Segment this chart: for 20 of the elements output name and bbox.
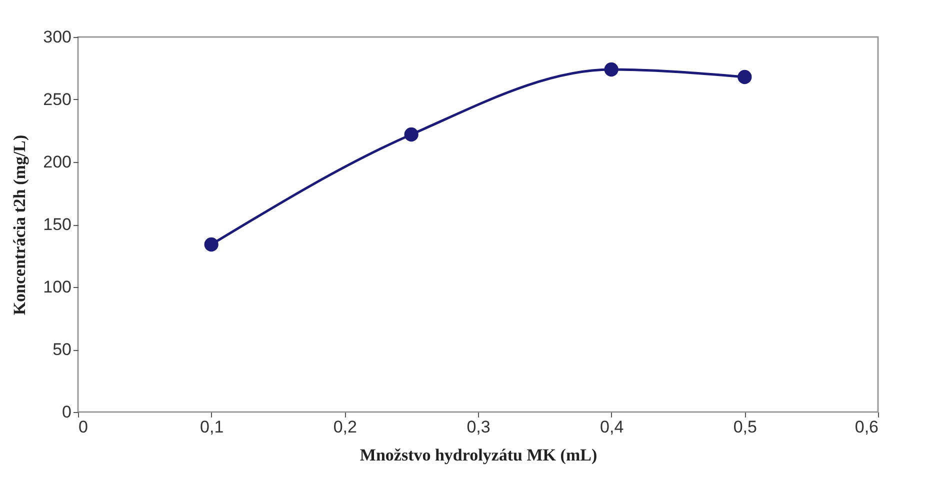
x-tick-label: 0: [78, 418, 88, 436]
point: [204, 237, 218, 252]
x-tick-label: 0,6: [854, 418, 878, 436]
y-axis-title: Koncentrácia t2h (mg/L): [10, 134, 30, 316]
x-tick-label: 0,1: [200, 418, 224, 436]
y-tick-label: 200: [43, 152, 72, 172]
y-tick-label: 100: [43, 278, 72, 296]
y-tick-label: 300: [43, 28, 72, 46]
point: [404, 127, 418, 142]
y-tick-label: 0: [62, 402, 72, 422]
x-tick-label: 0,5: [733, 418, 757, 436]
point: [604, 62, 618, 77]
point: [738, 70, 752, 84]
y-tick-label: 250: [43, 90, 72, 109]
x-axis-title: Množstvo hydrolyzátu MK (mL): [360, 446, 598, 464]
x-tick-label: 0,4: [600, 418, 624, 436]
x-tick-label: 0,2: [333, 418, 357, 436]
y-tick-label: 150: [43, 215, 72, 234]
x-tick-label: 0,3: [466, 418, 490, 436]
y-tick-label: 50: [52, 340, 72, 359]
